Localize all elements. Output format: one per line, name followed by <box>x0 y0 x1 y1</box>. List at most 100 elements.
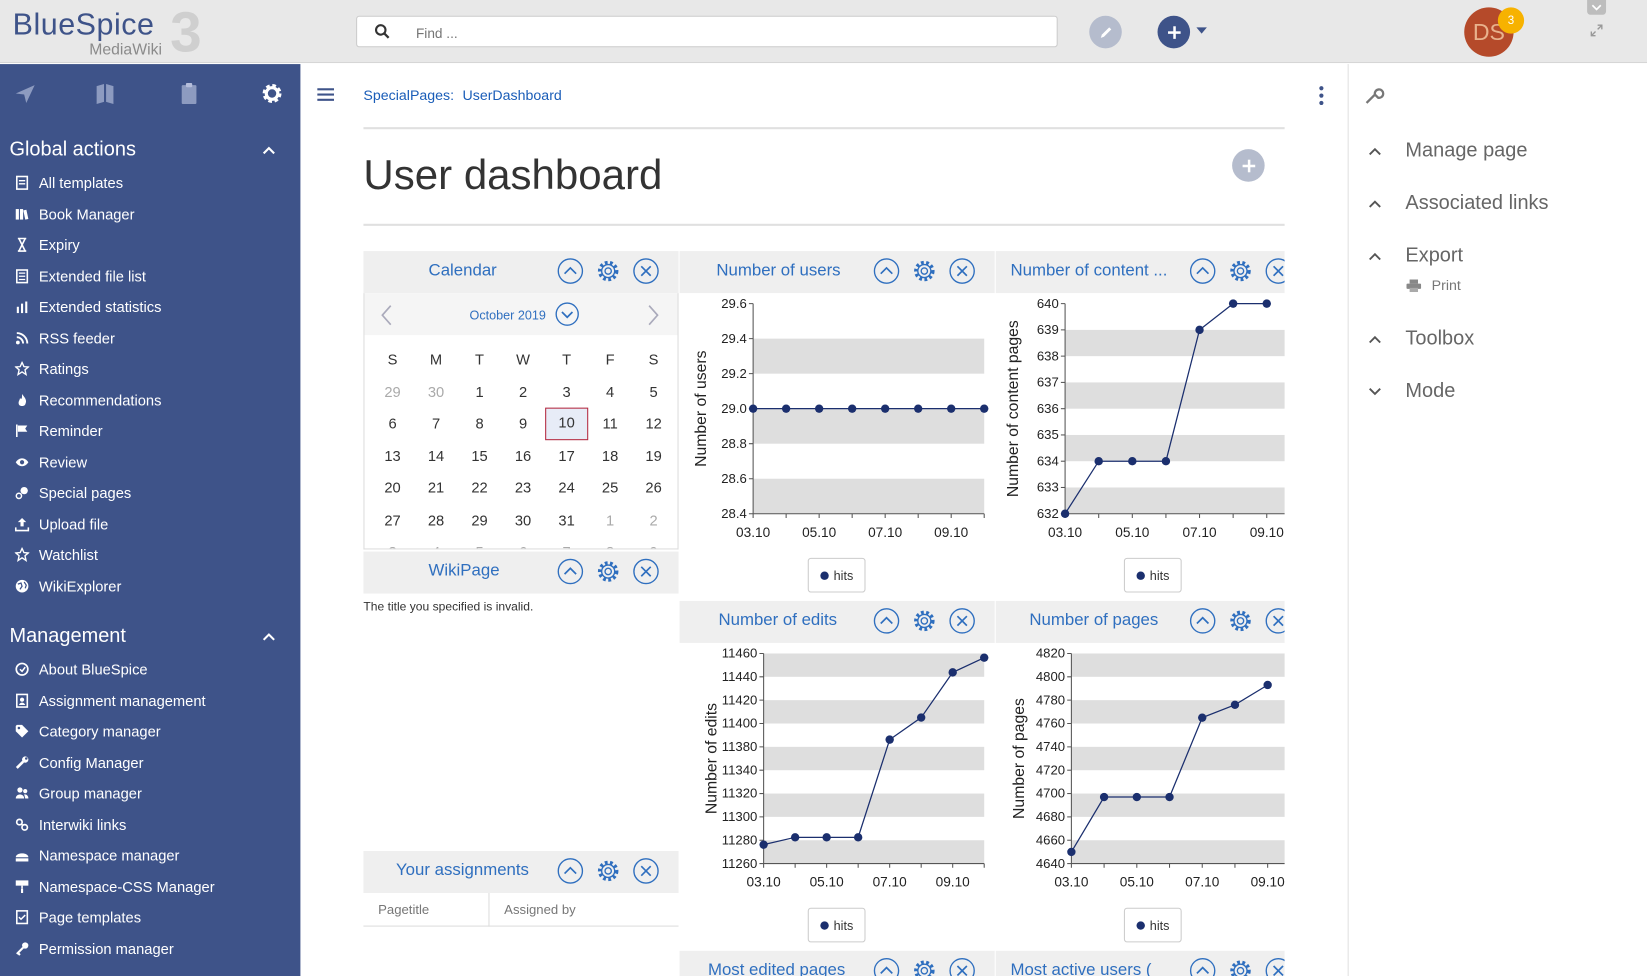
calendar-day[interactable]: 25 <box>601 479 619 496</box>
close-icon[interactable] <box>632 857 659 884</box>
sidebar-item[interactable]: Extended statistics <box>15 295 161 318</box>
close-icon[interactable] <box>948 957 975 976</box>
panel-section[interactable]: Export <box>1368 244 1463 269</box>
sidebar-item[interactable]: Group manager <box>15 782 142 805</box>
collapse-widget-icon[interactable] <box>1189 957 1216 976</box>
navigation-icon[interactable] <box>13 81 38 106</box>
data-point[interactable] <box>847 404 857 413</box>
calendar-day[interactable]: 23 <box>514 479 532 496</box>
column-header-pagetitle[interactable]: Pagetitle <box>378 902 430 918</box>
calendar-day[interactable]: 4 <box>605 382 615 400</box>
calendar-day[interactable]: 4 <box>414 536 458 548</box>
sidebar-item[interactable]: Book Manager <box>15 202 135 225</box>
sidebar-item[interactable]: Review <box>15 450 87 473</box>
sidebar-item[interactable]: Reminder <box>15 419 103 442</box>
data-point[interactable] <box>913 404 923 413</box>
search-input[interactable] <box>415 22 1036 44</box>
gear-icon[interactable] <box>595 257 622 284</box>
legend-toggle[interactable]: hits <box>1123 907 1182 943</box>
more-options-icon[interactable] <box>1318 85 1324 106</box>
calendar-day[interactable]: 16 <box>514 447 532 464</box>
clipboard-icon[interactable] <box>176 81 201 106</box>
print-link[interactable]: Print <box>1406 277 1461 293</box>
gear-icon[interactable] <box>1227 607 1254 634</box>
data-point[interactable] <box>1094 457 1103 466</box>
sidebar-item[interactable]: Interwiki links <box>15 813 126 836</box>
data-point[interactable] <box>1067 847 1076 857</box>
sidebar-item[interactable]: Category manager <box>15 720 161 743</box>
gear-icon[interactable] <box>911 607 938 634</box>
bluespice-logo[interactable]: BlueSpice MediaWiki 3 <box>13 1 202 64</box>
sidebar-item[interactable]: Permission manager <box>15 937 174 960</box>
edit-button[interactable] <box>1089 15 1122 49</box>
calendar-day[interactable]: 27 <box>384 511 401 528</box>
calendar-day[interactable]: 2 <box>649 511 658 528</box>
gear-icon[interactable] <box>595 558 622 585</box>
data-point[interactable] <box>1195 325 1204 335</box>
collapse-widget-icon[interactable] <box>873 607 900 634</box>
calendar-day[interactable]: 2 <box>518 382 528 400</box>
legend-toggle[interactable]: hits <box>807 557 866 593</box>
sidebar-item[interactable]: Watchlist <box>14 543 98 566</box>
sidebar-item[interactable]: RSS feeder <box>15 326 115 349</box>
gear-icon[interactable] <box>595 857 622 884</box>
calendar-day[interactable]: 20 <box>384 479 401 496</box>
data-point[interactable] <box>980 653 989 662</box>
calendar-day[interactable]: 17 <box>558 447 575 464</box>
calendar-day[interactable]: 28 <box>427 511 445 528</box>
sidebar-item[interactable]: Expiry <box>15 233 80 256</box>
hamburger-menu-icon[interactable] <box>317 87 335 102</box>
calendar-day[interactable]: 6 <box>388 414 397 432</box>
calendar-day[interactable]: 3 <box>562 382 571 400</box>
calendar-day[interactable]: 26 <box>645 479 662 496</box>
data-point[interactable] <box>781 404 791 413</box>
calendar-day[interactable]: 5 <box>649 382 658 400</box>
close-icon[interactable] <box>948 257 975 284</box>
data-point[interactable] <box>980 404 989 413</box>
column-header-assigned-by[interactable]: Assigned by <box>504 902 576 918</box>
breadcrumb-page[interactable]: UserDashboard <box>462 87 562 103</box>
calendar-day[interactable]: 19 <box>645 447 662 464</box>
panel-section[interactable]: Manage page <box>1368 139 1527 164</box>
calendar-day[interactable]: 1 <box>605 511 615 528</box>
calendar-day[interactable]: 30 <box>514 511 532 528</box>
data-point[interactable] <box>1263 680 1272 690</box>
legend-toggle[interactable]: hits <box>807 907 866 943</box>
close-icon[interactable] <box>948 607 975 634</box>
sidebar-item[interactable]: Ratings <box>14 357 89 380</box>
global-actions-heading[interactable]: Global actions <box>9 138 136 161</box>
calendar-day[interactable]: 7 <box>545 536 589 548</box>
sidebar-item[interactable]: Namespace-CSS Manager <box>15 875 215 898</box>
sidebar-item[interactable]: Special pages <box>15 481 131 504</box>
breadcrumb-namespace[interactable]: SpecialPages: <box>363 87 455 103</box>
calendar-day[interactable]: 30 <box>427 382 445 400</box>
collapse-header-button[interactable] <box>1587 0 1607 15</box>
data-point[interactable] <box>1262 299 1271 308</box>
data-point[interactable] <box>853 833 863 842</box>
data-point[interactable] <box>1060 509 1070 518</box>
sidebar-item[interactable]: Recommendations <box>15 388 161 411</box>
sidebar-item[interactable]: Upload file <box>14 512 108 535</box>
collapse-widget-icon[interactable] <box>1189 607 1216 634</box>
sidebar-item[interactable]: All templates <box>15 171 123 194</box>
calendar-day[interactable]: 21 <box>427 479 445 496</box>
chevron-up-icon[interactable] <box>262 631 277 642</box>
calendar-day[interactable]: 24 <box>558 479 575 496</box>
calendar-day[interactable]: 31 <box>558 511 575 528</box>
calendar-day[interactable]: 8 <box>475 414 484 432</box>
new-page-button[interactable] <box>1157 15 1191 49</box>
chevron-left-icon[interactable] <box>379 304 394 327</box>
data-point[interactable] <box>948 668 957 677</box>
sidebar-item[interactable]: Assignment management <box>15 689 206 712</box>
chevron-up-icon[interactable] <box>262 145 277 156</box>
legend-toggle[interactable]: hits <box>1123 557 1182 593</box>
sidebar-item[interactable]: About BlueSpice <box>15 658 148 681</box>
calendar-day[interactable]: 22 <box>471 479 488 496</box>
collapse-widget-icon[interactable] <box>1189 257 1216 284</box>
calendar-day[interactable]: 5 <box>458 536 502 548</box>
collapse-widget-icon[interactable] <box>557 257 584 284</box>
sidebar-item[interactable]: Config Manager <box>15 751 144 774</box>
gear-icon[interactable] <box>911 257 938 284</box>
data-point[interactable] <box>748 404 758 413</box>
data-point[interactable] <box>885 735 894 744</box>
